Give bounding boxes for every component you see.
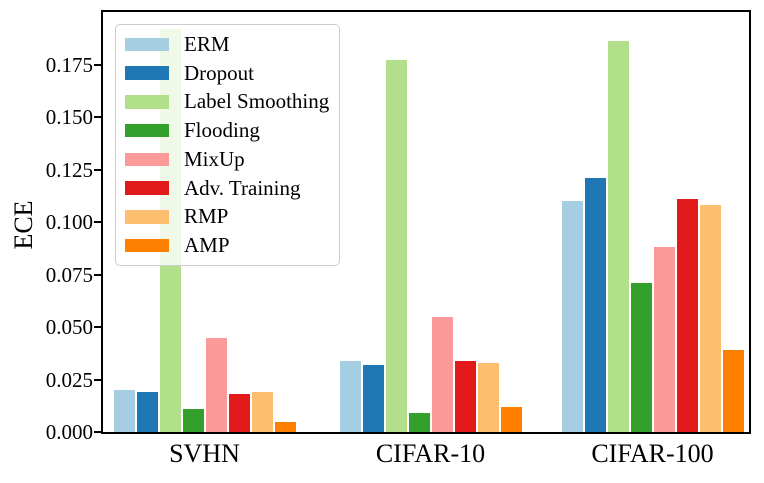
bar-CIFAR-10-rmp <box>478 362 499 432</box>
legend-swatch-icon <box>125 95 169 109</box>
legend-label: ERM <box>184 31 230 56</box>
y-tick-mark-0.075 <box>94 273 101 276</box>
legend-entry-flooding: Flooding <box>125 116 339 145</box>
y-tick-mark-0.175 <box>94 63 101 66</box>
bar-SVHN-erm <box>114 390 135 432</box>
legend-label: AMP <box>184 233 230 258</box>
legend-entry-rmp: RMP <box>125 203 339 232</box>
legend-swatch-icon <box>125 37 169 52</box>
legend-swatch-icon <box>125 238 169 253</box>
y-tick-label-0.000: 0.000 <box>45 420 93 444</box>
legend-label: Flooding <box>184 118 260 143</box>
legend-label: MixUp <box>184 146 245 171</box>
legend-label: RMP <box>184 204 229 229</box>
y-tick-label-0.125: 0.125 <box>45 157 93 182</box>
y-tick-label-0.150: 0.150 <box>45 105 93 129</box>
legend-label: Adv. Training <box>184 175 301 200</box>
bar-CIFAR-10-adv-training <box>455 360 476 432</box>
y-tick-label-0.025: 0.025 <box>45 367 93 392</box>
legend-entry-mixup: MixUp <box>125 145 339 174</box>
y-tick-mark-0.025 <box>94 378 101 381</box>
x-tick-label-CIFAR-10: CIFAR-10 <box>375 439 486 468</box>
plot-inner: ERM Dropout Label Smoothing Flooding MixUp Ad… <box>94 12 749 433</box>
legend-swatch-icon <box>125 181 169 195</box>
bar-CIFAR-100-dropout <box>585 177 606 432</box>
legend-entry-erm: ERM <box>125 30 339 59</box>
bar-SVHN-rmp <box>252 392 273 432</box>
bar-group-CIFAR-10 <box>340 12 522 432</box>
bar-CIFAR-100-flooding <box>631 282 652 432</box>
x-tick-label-SVHN: SVHN <box>169 439 240 468</box>
x-tick-label-CIFAR-100: CIFAR-100 <box>591 439 714 468</box>
bar-SVHN-amp <box>275 421 296 432</box>
bar-SVHN-flooding <box>183 408 204 432</box>
y-tick-label-0.050: 0.050 <box>45 315 93 339</box>
bar-CIFAR-10-flooding <box>409 413 430 432</box>
bar-CIFAR-10-dropout <box>363 364 384 432</box>
bar-SVHN-dropout <box>137 392 158 432</box>
bar-CIFAR-100-adv-training <box>677 198 698 432</box>
y-tick-label-0.175: 0.175 <box>45 52 93 77</box>
y-tick-mark-0.050 <box>94 326 101 328</box>
bar-SVHN-mixup <box>206 337 227 432</box>
legend-swatch-icon <box>125 210 169 224</box>
legend-entry-label-smoothing: Label Smoothing <box>125 88 339 117</box>
bar-SVHN-adv-training <box>229 394 250 432</box>
bar-CIFAR-100-amp <box>723 350 744 432</box>
legend-label: Dropout <box>184 60 254 85</box>
legend-swatch-icon <box>125 66 169 80</box>
bar-CIFAR-100-mixup <box>654 247 675 432</box>
bar-CIFAR-10-mixup <box>432 316 453 432</box>
bar-CIFAR-10-label-smoothing <box>386 60 407 432</box>
legend-label: Label Smoothing <box>184 89 330 114</box>
legend-entry-amp: AMP <box>125 231 339 260</box>
legend: ERM Dropout Label Smoothing Flooding MixUp Ad… <box>115 24 340 266</box>
y-tick-mark-0.000 <box>94 431 101 433</box>
legend-swatch-icon <box>125 123 169 138</box>
legend-entry-adv-training: Adv. Training <box>125 174 339 203</box>
legend-entry-dropout: Dropout <box>125 59 339 88</box>
bar-group-CIFAR-100 <box>562 12 744 432</box>
y-tick-label-0.100: 0.100 <box>45 210 93 234</box>
bar-CIFAR-100-rmp <box>700 205 721 432</box>
plot-area: ERM Dropout Label Smoothing Flooding MixUp Ad… <box>94 10 751 434</box>
y-tick-mark-0.125 <box>94 168 101 171</box>
bar-CIFAR-10-erm <box>340 360 361 432</box>
bar-CIFAR-100-label-smoothing <box>608 41 629 432</box>
bar-CIFAR-100-erm <box>562 201 583 432</box>
y-tick-label-0.075: 0.075 <box>45 262 93 287</box>
y-tick-mark-0.100 <box>94 221 101 223</box>
bar-CIFAR-10-amp <box>501 406 522 432</box>
legend-swatch-icon <box>125 152 169 167</box>
y-tick-mark-0.150 <box>94 116 101 118</box>
